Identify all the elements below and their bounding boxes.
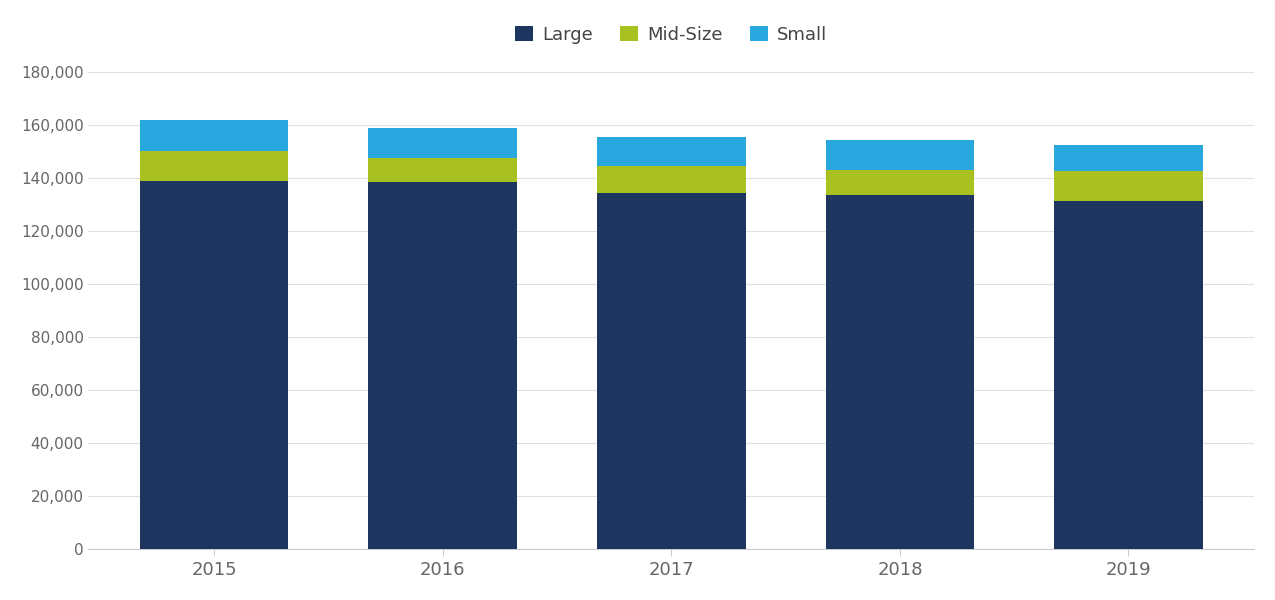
Bar	[140, 181, 288, 550]
Bar	[368, 128, 518, 158]
Bar	[597, 137, 746, 166]
Bar	[140, 151, 288, 181]
Bar	[140, 119, 288, 151]
Bar	[826, 140, 974, 170]
Bar	[826, 170, 974, 195]
Bar	[597, 166, 746, 193]
Bar	[1054, 200, 1202, 550]
Bar	[826, 195, 974, 550]
Bar	[368, 158, 518, 182]
Legend: Large, Mid-Size, Small: Large, Mid-Size, Small	[509, 19, 834, 51]
Bar	[597, 193, 746, 550]
Bar	[368, 182, 518, 550]
Bar	[1054, 172, 1202, 200]
Bar	[1054, 145, 1202, 172]
